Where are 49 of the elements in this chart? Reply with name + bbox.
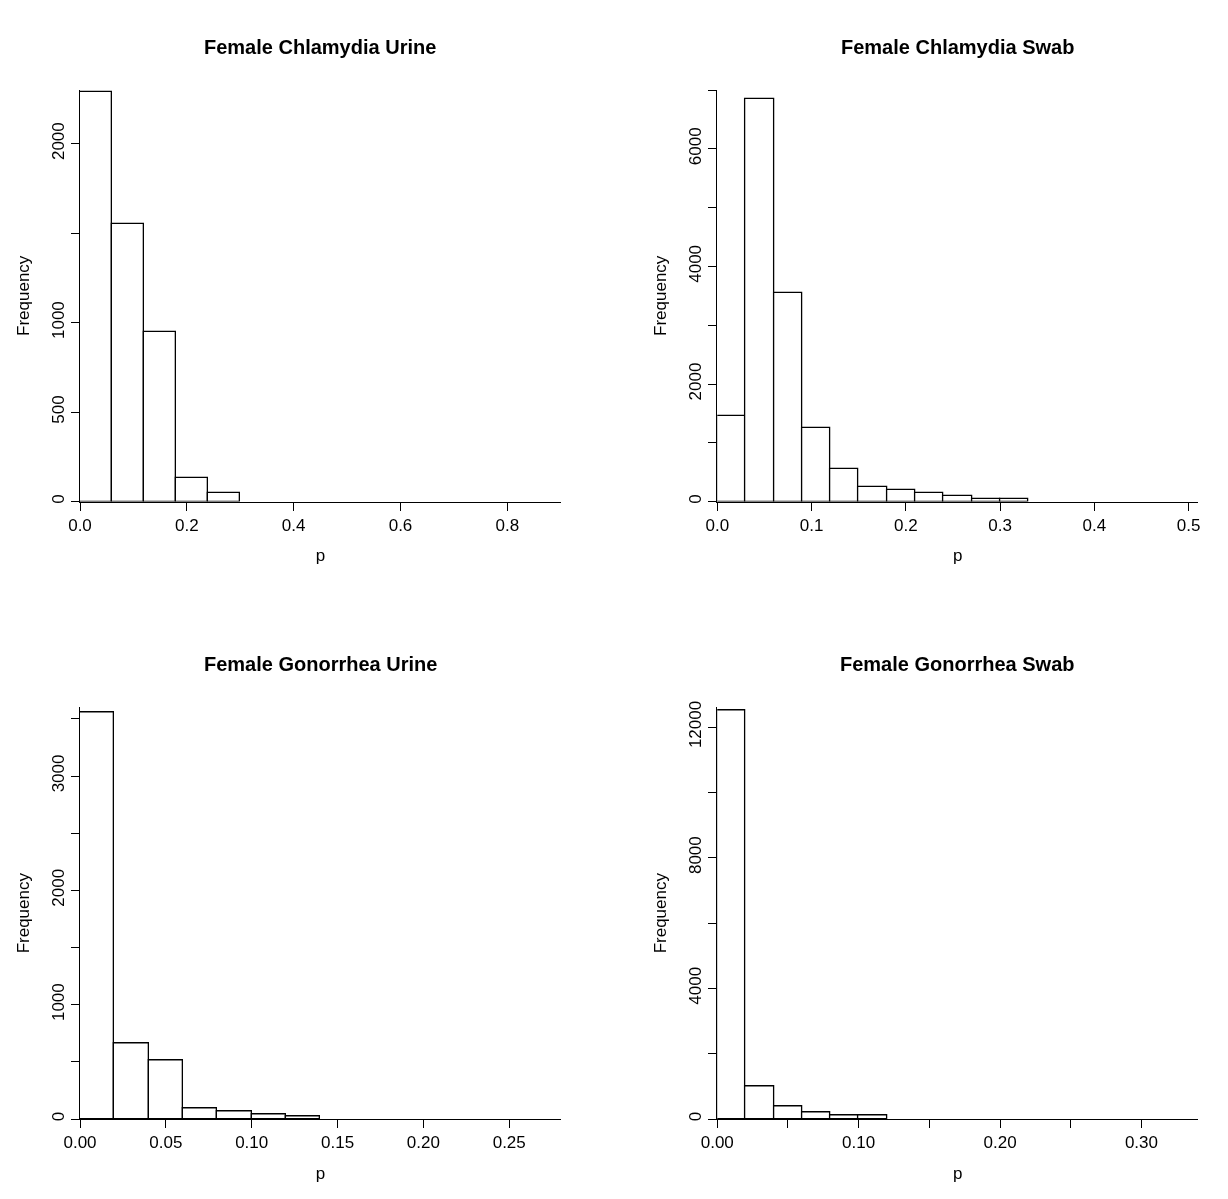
y-axis-title: Frequency [651, 872, 671, 954]
chart-title: Female Chlamydia Swab [841, 36, 1075, 58]
y-tick-label: 1000 [49, 983, 69, 1022]
x-tick-label: 0.8 [495, 516, 520, 535]
x-tick-label: 0.20 [406, 1133, 440, 1153]
y-tick-label: 4000 [686, 966, 706, 1005]
x-axis-title: p [315, 546, 326, 566]
x-axis-title: p [315, 1163, 326, 1183]
x-tick-label: 0.4 [281, 516, 306, 535]
y-tick-label: 12000 [686, 700, 706, 749]
x-tick-label: 0.15 [320, 1133, 355, 1153]
y-tick-label: 0 [686, 494, 706, 504]
x-tick-label: 0.2 [175, 516, 199, 535]
y-tick-label: 1000 [49, 301, 69, 339]
y-tick-label: 0 [49, 1111, 69, 1122]
x-tick-label: 0.05 [149, 1133, 183, 1153]
y-tick-label: 8000 [686, 836, 706, 875]
x-tick-label: 0.6 [388, 516, 413, 535]
x-tick-label: 0.0 [705, 516, 730, 535]
x-tick-label: 0.1 [799, 516, 824, 535]
x-tick-label: 0.25 [492, 1133, 526, 1153]
x-axis-title: p [952, 546, 963, 566]
x-axis-title: p [952, 1163, 963, 1183]
y-tick-label: 2000 [49, 868, 69, 907]
x-tick-label: 0.10 [235, 1133, 269, 1153]
y-tick-label: 2000 [686, 362, 706, 401]
x-tick-label: 0.10 [842, 1133, 876, 1153]
x-tick-label: 0.4 [1082, 516, 1107, 535]
y-tick-label: 2000 [49, 122, 69, 161]
x-tick-label: 0.2 [893, 516, 918, 535]
chart-title: Female Gonorrhea Swab [840, 653, 1075, 675]
x-tick-label: 0.00 [63, 1133, 97, 1153]
x-tick-label: 0.0 [68, 516, 92, 535]
y-tick-label: 0 [49, 494, 69, 504]
y-axis-title: Frequency [13, 872, 33, 954]
y-axis-title: Frequency [13, 255, 33, 336]
x-tick-label: 0.3 [988, 516, 1012, 535]
y-tick-label: 4000 [686, 244, 706, 283]
x-tick-label: 0.30 [1124, 1133, 1158, 1153]
chart-title: Female Chlamydia Urine [204, 36, 437, 58]
y-tick-label: 500 [49, 395, 69, 424]
y-tick-label: 3000 [49, 754, 69, 793]
x-tick-label: 0.00 [700, 1133, 734, 1153]
x-tick-label: 0.20 [983, 1133, 1017, 1153]
x-tick-label: 0.5 [1176, 516, 1201, 535]
y-axis-title: Frequency [651, 255, 671, 336]
y-tick-label: 6000 [686, 127, 706, 166]
chart-title: Female Gonorrhea Urine [204, 653, 438, 675]
y-tick-label: 0 [686, 1111, 706, 1122]
